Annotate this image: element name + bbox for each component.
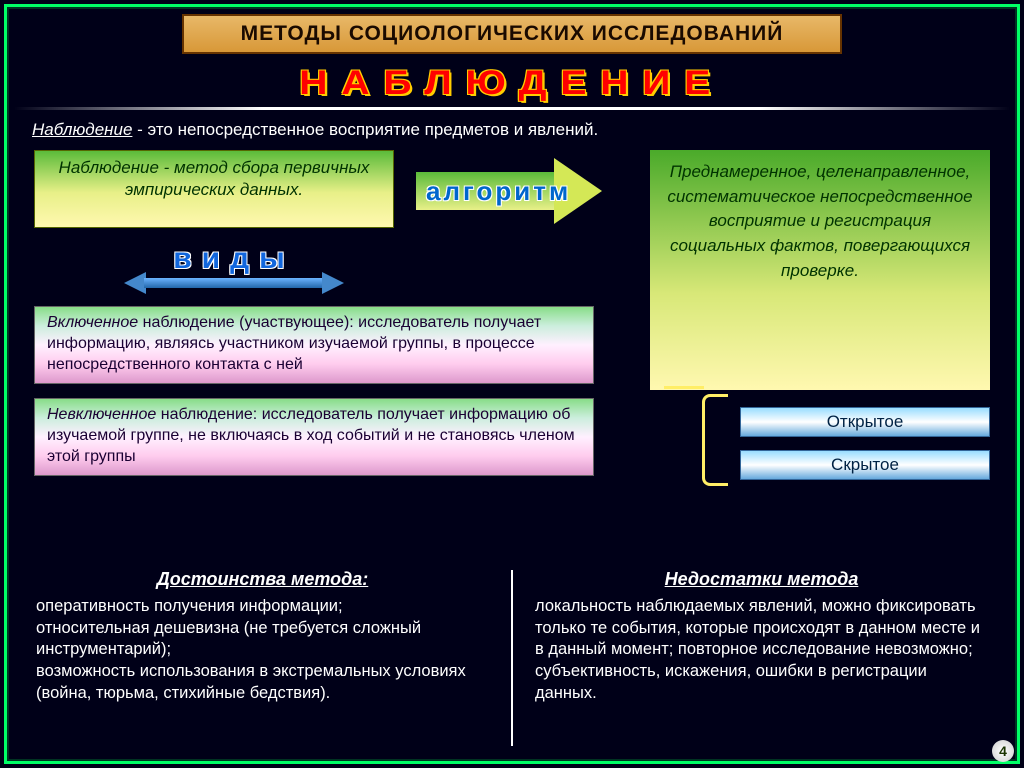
types-header: виды <box>124 242 344 300</box>
advantages-title: Достоинства метода: <box>36 568 489 592</box>
disadvantages-title: Недостатки метода <box>535 568 988 592</box>
arrow-algorithm: алгоритм <box>416 158 606 224</box>
label-vidy: виды <box>124 242 344 276</box>
banner-observation: НАБЛЮДЕНИЕ <box>14 64 1010 103</box>
advantages-body: оперативность получения информации; отно… <box>36 596 489 705</box>
box-right-text: Преднамеренное, целенаправленное, систем… <box>667 162 972 280</box>
divider-line <box>14 107 1010 110</box>
title-bar: МЕТОДЫ СОЦИОЛОГИЧЕСКИХ ИССЛЕДОВАНИЙ <box>182 14 842 54</box>
bottom-columns: Достоинства метода: оперативность получе… <box>14 564 1010 754</box>
disadvantages-body: локальность наблюдаемых явлений, можно ф… <box>535 596 988 705</box>
box-included-observation: Включенное наблюдение (участвующее): исс… <box>34 306 594 384</box>
nonincluded-term: Невключенное <box>47 406 156 423</box>
box-left-text: - метод сбора первичных эмпирических дан… <box>125 158 370 199</box>
box-characteristics: Преднамеренное, целенаправленное, систем… <box>650 150 990 390</box>
disadvantages-column: Недостатки метода локальность наблюдаемы… <box>513 564 1010 754</box>
slide-title: МЕТОДЫ СОЦИОЛОГИЧЕСКИХ ИССЛЕДОВАНИЙ <box>184 22 840 46</box>
curly-bracket-icon <box>702 394 728 486</box>
box-hidden: Скрытое <box>740 450 990 480</box>
wordart-nabludenie: НАБЛЮДЕНИЕ <box>300 64 725 103</box>
box-method-collection: Наблюдение - метод сбора первичных эмпир… <box>34 150 394 228</box>
definition-line: Наблюдение - это непосредственное воспри… <box>14 118 1010 150</box>
mid-region: Наблюдение - метод сбора первичных эмпир… <box>14 150 1010 490</box>
box-nonincluded-observation: Невключенное наблюдение: исследователь п… <box>34 398 594 476</box>
box-left-term: Наблюдение <box>59 158 159 177</box>
box-open: Открытое <box>740 407 990 437</box>
included-term: Включенное <box>47 314 138 331</box>
definition-text: - это непосредственное восприятие предме… <box>132 120 598 139</box>
page-number: 4 <box>992 740 1014 762</box>
label-algoritm: алгоритм <box>426 176 571 207</box>
double-arrow-icon <box>124 278 344 300</box>
bracket-connector <box>664 386 704 389</box>
advantages-column: Достоинства метода: оперативность получе… <box>14 564 511 754</box>
definition-term: Наблюдение <box>32 120 132 139</box>
